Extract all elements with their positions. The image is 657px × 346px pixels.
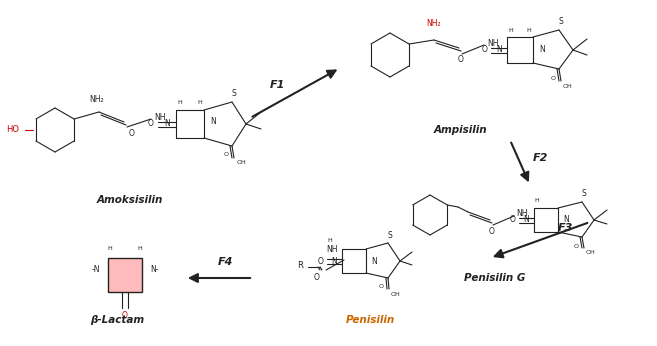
- Text: O: O: [314, 273, 320, 282]
- Text: N: N: [563, 216, 569, 225]
- Text: OH: OH: [391, 291, 401, 297]
- Text: S: S: [581, 190, 587, 199]
- Text: N-: N-: [150, 265, 158, 274]
- Text: O: O: [574, 244, 579, 248]
- Text: Penisilin G: Penisilin G: [464, 273, 526, 283]
- Text: NH: NH: [327, 246, 338, 255]
- Text: O: O: [378, 284, 384, 290]
- Text: O: O: [458, 55, 464, 64]
- Text: N: N: [164, 119, 170, 128]
- Text: F2: F2: [532, 153, 548, 163]
- Text: O: O: [481, 46, 487, 55]
- Text: NH: NH: [154, 112, 166, 121]
- Text: NH₂: NH₂: [90, 94, 104, 103]
- Text: H: H: [328, 237, 332, 243]
- Text: OH: OH: [586, 251, 596, 255]
- Text: O: O: [509, 216, 515, 225]
- Text: N: N: [210, 118, 215, 127]
- Text: F3: F3: [557, 223, 573, 233]
- Text: Amoksisilin: Amoksisilin: [97, 195, 163, 205]
- Text: N: N: [539, 46, 545, 55]
- Text: β-Lactam: β-Lactam: [90, 315, 144, 325]
- Text: H: H: [535, 199, 539, 203]
- Text: O: O: [551, 76, 556, 82]
- Text: H: H: [137, 246, 143, 252]
- Text: S: S: [388, 230, 392, 239]
- Text: NH: NH: [487, 38, 499, 47]
- Text: -N: -N: [91, 265, 100, 274]
- Text: N: N: [523, 216, 529, 225]
- Polygon shape: [108, 258, 142, 292]
- Text: O: O: [223, 153, 229, 157]
- Text: NH₂: NH₂: [426, 19, 442, 28]
- Text: OH: OH: [237, 161, 247, 165]
- Text: H: H: [527, 27, 532, 33]
- Text: R: R: [297, 261, 303, 270]
- Text: H: H: [177, 100, 183, 106]
- Text: F1: F1: [269, 80, 284, 90]
- Text: S: S: [558, 18, 563, 27]
- Text: NH: NH: [516, 209, 528, 219]
- Text: OH: OH: [563, 83, 573, 89]
- Text: O: O: [122, 311, 128, 320]
- Text: O: O: [317, 256, 323, 265]
- Text: N: N: [331, 256, 337, 265]
- Text: H: H: [509, 27, 513, 33]
- Text: Penisilin: Penisilin: [346, 315, 395, 325]
- Text: O: O: [129, 129, 135, 138]
- Text: HO: HO: [6, 126, 19, 135]
- Text: Ampisilin: Ampisilin: [433, 125, 487, 135]
- Text: S: S: [232, 90, 237, 99]
- Text: H: H: [108, 246, 112, 252]
- Text: N: N: [496, 46, 502, 55]
- Text: N: N: [371, 256, 376, 265]
- Text: O: O: [148, 119, 154, 128]
- Text: O: O: [489, 227, 495, 236]
- Text: H: H: [198, 100, 202, 106]
- Text: F4: F4: [217, 257, 233, 267]
